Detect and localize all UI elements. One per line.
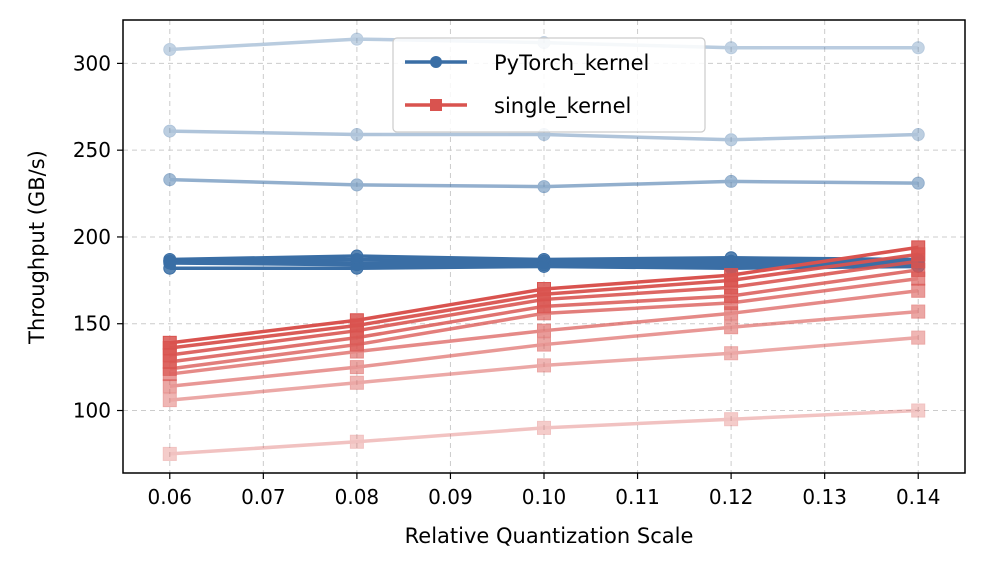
series-line [169, 408, 919, 456]
y-tick-label: 250 [73, 138, 111, 162]
data-point [163, 261, 177, 275]
data-point [350, 128, 364, 142]
x-tick-label: 0.08 [335, 485, 380, 509]
data-point [911, 330, 926, 345]
x-tick-label: 0.12 [709, 485, 754, 509]
data-point [724, 306, 739, 321]
single-kernel-series [162, 283, 926, 382]
data-point [162, 393, 177, 408]
series-layer [162, 32, 926, 461]
legend-single-marker [430, 99, 442, 111]
x-tick-label: 0.09 [428, 485, 473, 509]
data-point [163, 173, 177, 187]
data-point [911, 271, 926, 286]
series-line [169, 335, 919, 402]
single-kernel-series [162, 403, 926, 461]
data-point [349, 360, 364, 375]
pytorch-kernel-series [163, 173, 925, 194]
x-axis-label: Relative Quantization Scale [405, 524, 694, 548]
data-point [537, 323, 551, 338]
data-point [349, 434, 364, 449]
data-point [537, 358, 551, 373]
data-point [724, 133, 738, 147]
y-tick-label: 200 [73, 225, 111, 249]
data-point [911, 283, 926, 298]
data-point [537, 180, 551, 194]
legend-pytorch-label: PyTorch_kernel [494, 51, 649, 76]
pytorch-kernel-series [163, 124, 925, 147]
data-point [911, 304, 926, 319]
data-point [724, 41, 738, 55]
series-line [169, 177, 919, 189]
y-tick-label: 150 [73, 312, 111, 336]
data-point [724, 412, 739, 427]
x-tick-label: 0.07 [241, 485, 286, 509]
single-kernel-series [162, 330, 926, 408]
x-tick-label: 0.14 [896, 485, 941, 509]
y-tick-label: 300 [73, 51, 111, 75]
data-point [350, 178, 364, 192]
data-point [911, 176, 925, 190]
data-point [537, 306, 551, 321]
data-point [911, 41, 925, 55]
data-point [349, 375, 364, 390]
data-point [163, 43, 177, 57]
data-point [537, 420, 551, 435]
data-point [350, 32, 364, 46]
y-axis-label: Throughput (GB/s) [25, 150, 49, 345]
series-line [169, 129, 919, 142]
data-point [911, 403, 926, 418]
data-point [350, 261, 364, 275]
x-tick-label: 0.13 [802, 485, 847, 509]
data-point [162, 446, 177, 461]
data-point [162, 367, 177, 382]
legend-single-label: single_kernel [494, 94, 631, 119]
legend-pytorch-marker [430, 56, 442, 68]
x-axis: 0.06 0.07 0.08 0.09 0.10 0.11 0.12 0.13 0.14 [148, 473, 941, 509]
data-point [349, 344, 364, 359]
data-point [724, 346, 739, 361]
x-tick-label: 0.11 [615, 485, 660, 509]
single-kernel-series [162, 304, 926, 394]
y-axis: 100 150 200 250 300 [73, 51, 123, 423]
data-point [724, 174, 738, 188]
data-point [724, 320, 739, 335]
data-point [537, 337, 551, 352]
legend: PyTorch_kernel single_kernel [392, 37, 706, 133]
y-tick-label: 100 [73, 399, 111, 423]
data-point [162, 379, 177, 394]
data-point [537, 259, 551, 273]
x-tick-label: 0.10 [522, 485, 567, 509]
x-tick-label: 0.06 [148, 485, 193, 509]
data-point [163, 124, 177, 138]
legend-box [392, 37, 706, 133]
data-point [911, 128, 925, 142]
